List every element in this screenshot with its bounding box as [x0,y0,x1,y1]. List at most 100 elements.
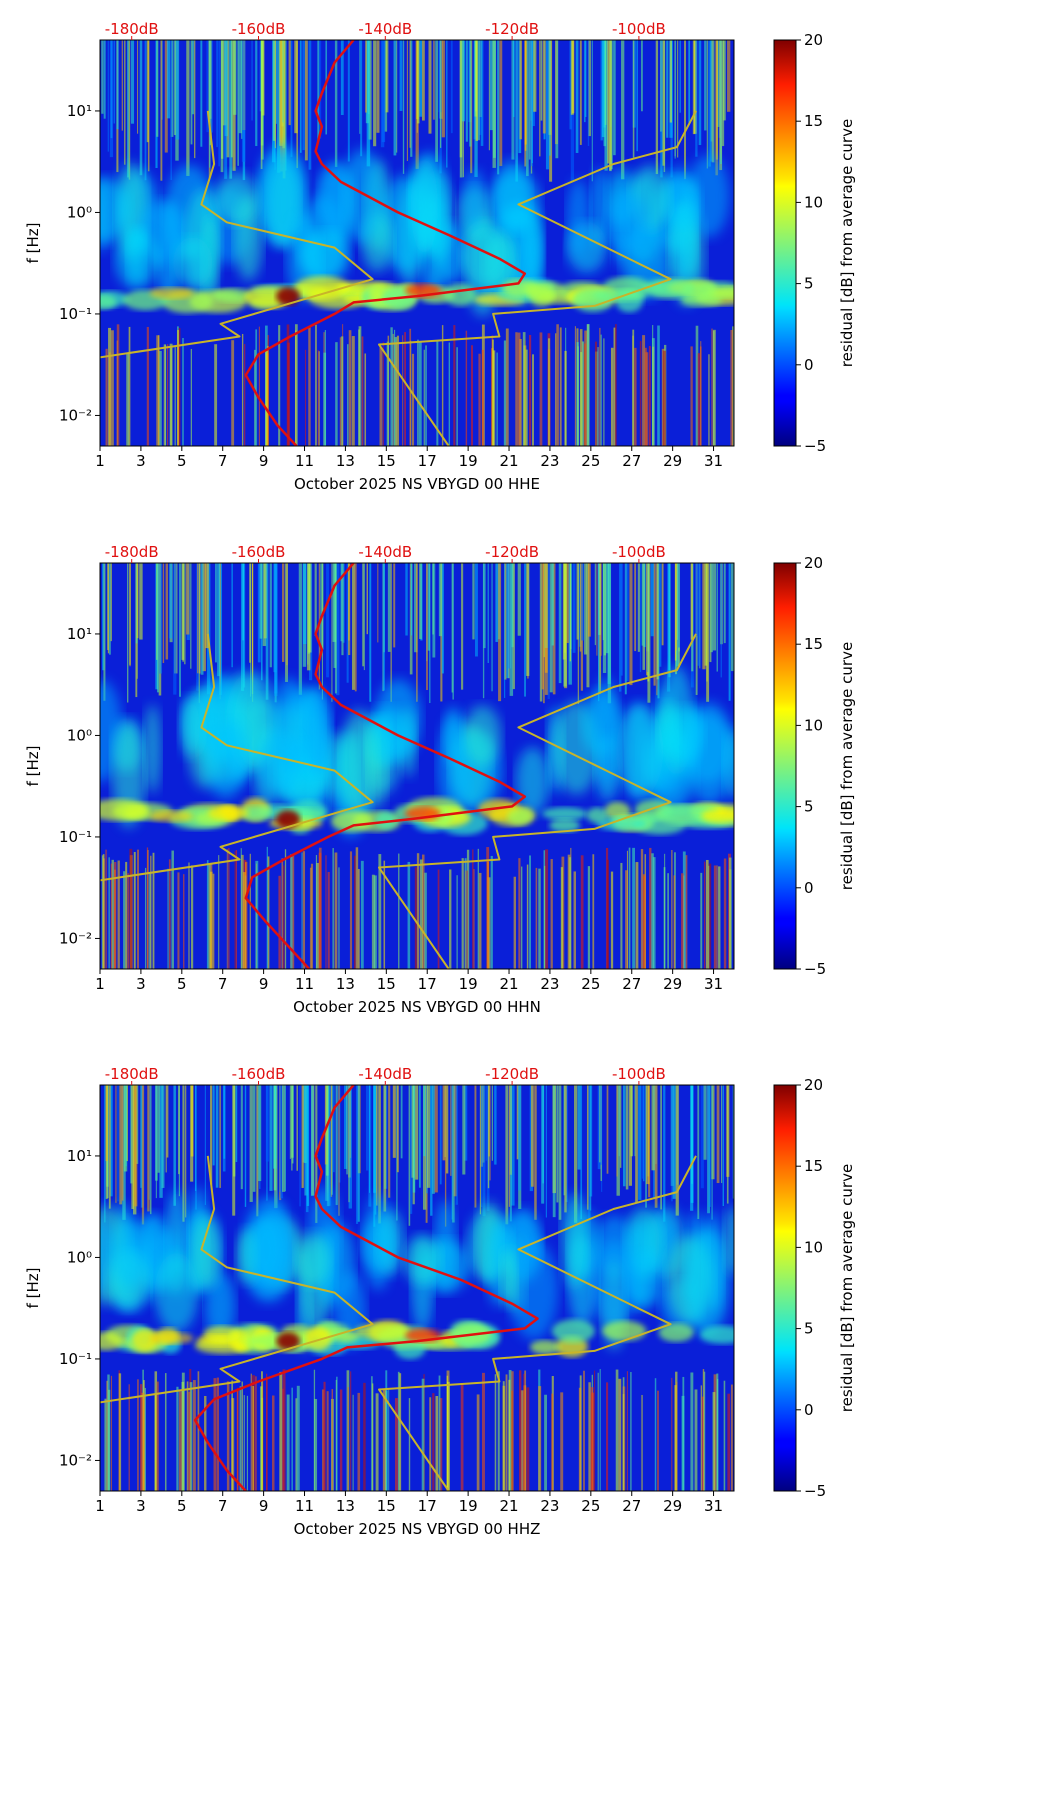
hf-streak [433,40,435,120]
hf-streak [219,563,221,700]
hf-streak [182,1085,185,1222]
y-tick-label: 10⁻² [59,929,92,947]
hf-streak [461,40,466,122]
hf-streak [141,1085,145,1225]
hot-spot [149,810,194,823]
microseism-haze [179,697,204,758]
lf-spike [723,1380,726,1491]
lf-spike [481,1372,485,1491]
x-tick-label: 3 [136,975,146,993]
hf-streak [669,40,672,123]
hf-streak [539,563,543,702]
lf-spike [654,1378,657,1491]
hf-streak [302,40,305,151]
average-psd-curve [193,1085,539,1491]
hf-streak [726,1085,729,1204]
lf-spike [279,1371,283,1491]
hf-streak [495,563,498,642]
hf-streak [708,40,711,167]
hf-streak [392,1085,396,1158]
lf-spike [177,872,180,969]
hf-streak [210,40,213,133]
lf-spike [523,1373,525,1491]
microseism-haze [154,1252,199,1333]
hf-streak [455,1085,458,1205]
microseism-blob [100,799,148,821]
hf-streak [382,563,386,691]
hf-streak [462,1085,466,1175]
hf-streak [173,1085,176,1206]
x-tick-label: 13 [336,1497,355,1515]
lf-spike [338,867,340,969]
hf-streak [574,1085,578,1223]
lf-spike [597,1372,599,1491]
hf-streak [159,1085,163,1198]
hf-streak [212,1085,215,1166]
lf-spike [704,861,706,969]
lf-spike [168,859,171,969]
lf-spike [649,847,652,969]
hf-streak [540,40,543,121]
hf-streak [659,563,662,667]
hf-streak [281,563,285,662]
lf-spike [392,333,394,446]
hf-streak [210,1085,213,1185]
hf-streak [314,563,317,636]
hf-streak [200,563,204,675]
hf-streak [130,1085,133,1184]
hf-streak [348,563,351,656]
lf-spike [340,336,344,446]
lf-spike [167,868,169,969]
hf-streak [472,563,475,640]
lf-spike [245,861,248,969]
microseism-haze [515,747,550,815]
hf-streak [647,563,651,703]
lf-spike [685,855,688,969]
hf-streak [170,40,174,137]
colorbar-label: residual [dB] from average curve [838,642,856,890]
lf-spike [626,1371,628,1491]
nlnm-curve [100,1155,374,1404]
x-tick-label: 3 [136,452,146,470]
hf-streak [129,563,131,665]
hf-streak [169,563,173,639]
lf-spike [241,1381,243,1491]
microseism-haze [670,201,697,282]
hf-streak [366,40,371,167]
lf-spike [632,847,635,969]
hf-streak [156,40,159,137]
lf-spike [144,1387,147,1491]
lf-spike [325,855,327,969]
lf-spike [290,854,293,969]
top-db-label: -160dB [232,543,286,561]
colorbar-label: residual [dB] from average curve [838,1164,856,1412]
hot-spot [149,1332,194,1345]
lf-spike [111,859,114,969]
lf-spike [399,1373,402,1491]
x-tick-label: 9 [259,975,269,993]
lf-spike [327,872,330,969]
hf-streak [542,40,546,134]
hf-streak [279,1085,284,1199]
hf-streak [306,1085,310,1206]
lf-spike [255,1376,257,1491]
hf-streak [101,40,104,114]
hf-streak [539,40,541,157]
lf-spike [214,344,218,446]
lf-spike [127,873,130,969]
hf-streak [333,1085,335,1173]
colorbar-tick-label: 0 [804,356,814,374]
hf-streak [251,40,253,121]
lf-spike [538,868,541,969]
lf-spike [671,1377,673,1491]
x-tick-label: 13 [336,975,355,993]
hf-streak [672,1085,676,1199]
colorbar-tick-label: −5 [804,1482,826,1500]
lf-spike [727,1393,731,1491]
hf-streak [650,563,654,637]
lf-spike [137,1379,139,1491]
x-tick-label: 13 [336,452,355,470]
hf-streak [277,40,281,173]
lf-spike [382,341,384,446]
hf-streak [231,563,233,668]
